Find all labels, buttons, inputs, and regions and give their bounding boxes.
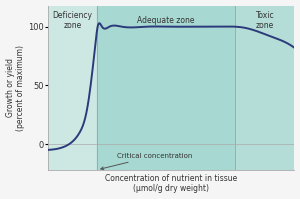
Bar	[48, 6, 97, 170]
X-axis label: Concentration of nutrient in tissue
(μmol/g dry weight): Concentration of nutrient in tissue (μmo…	[105, 174, 237, 193]
Text: Critical concentration: Critical concentration	[101, 153, 192, 170]
Bar	[235, 6, 294, 170]
Y-axis label: Growth or yield
(percent of maximum): Growth or yield (percent of maximum)	[6, 45, 25, 131]
Text: Toxic
zone: Toxic zone	[256, 11, 274, 30]
Text: Adequate zone: Adequate zone	[137, 16, 195, 25]
Bar	[97, 6, 235, 170]
Text: Deficiency
zone: Deficiency zone	[52, 11, 92, 30]
